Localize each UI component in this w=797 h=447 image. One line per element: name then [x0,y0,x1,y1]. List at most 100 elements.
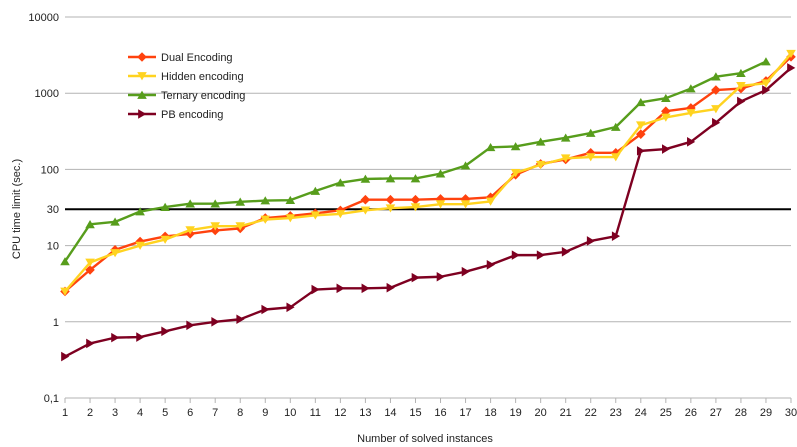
data-point [762,85,771,95]
data-point [136,332,145,342]
data-point [460,200,471,209]
data-point [561,246,571,257]
data-point [661,113,671,122]
data-point [410,203,421,212]
x-tick-label: 16 [434,407,446,419]
data-point [137,90,147,99]
data-point [560,133,571,142]
data-point [285,195,296,204]
x-tick-label: 1 [62,407,68,419]
data-point [686,109,696,118]
data-point [185,226,195,235]
data-point [585,148,596,158]
data-point [786,49,796,59]
legend-label: Dual Encoding [161,52,233,64]
x-tick-label: 4 [137,407,143,419]
data-point [260,196,271,205]
data-point [736,68,746,78]
data-point [310,186,321,195]
data-point [235,197,246,206]
x-tick-label: 28 [735,407,747,419]
data-point [460,194,471,204]
data-point [111,332,120,343]
data-point [360,206,371,215]
x-tick-label: 15 [409,407,421,419]
data-point [186,320,195,331]
data-point [261,304,270,315]
legend-item: Ternary encoding [128,90,245,102]
x-tick-label: 7 [212,407,218,419]
data-point [336,283,345,294]
data-point [435,194,446,204]
y-tick-label: 30 [47,204,59,216]
data-point [86,338,95,349]
data-point [286,302,295,313]
data-point [435,169,446,178]
y-tick-label: 0,1 [44,393,59,405]
data-point [311,284,320,295]
y-axis-label: CPU time limit (sec.) [11,159,23,259]
data-point [635,129,646,139]
data-point [411,272,420,283]
y-tick-label: 100 [41,164,59,176]
data-point [385,174,396,183]
data-point [137,52,147,62]
data-point [510,169,521,178]
data-point [85,265,95,275]
data-point [61,351,70,362]
data-point [511,250,520,260]
data-point [310,211,321,220]
data-point [160,202,170,211]
data-point [386,282,395,293]
data-point [161,326,170,337]
legend-item: PB encoding [128,109,223,121]
data-point [510,142,521,151]
x-tick-label: 21 [560,407,572,419]
legend: Dual Encoding Hidden encoding Ternary enco… [128,52,245,121]
series-line [64,52,792,293]
data-point [661,93,671,103]
data-point [611,231,621,241]
data-point [385,204,396,213]
x-tick-label: 25 [660,407,672,419]
data-point [60,257,70,266]
data-point [761,57,771,66]
x-tick-label: 9 [262,407,268,419]
x-tick-label: 6 [187,407,193,419]
data-point [711,105,721,114]
x-tick-label: 13 [359,407,371,419]
data-point [236,314,245,325]
data-point [737,96,746,107]
data-point [560,154,571,163]
x-tick-label: 19 [509,407,521,419]
data-point [686,103,696,113]
data-point [460,161,471,170]
data-point [585,128,596,137]
data-point [711,72,721,81]
series-group [60,49,796,362]
legend-label: Hidden encoding [161,71,244,83]
x-tick-label: 10 [284,407,296,419]
data-point [137,72,147,81]
data-point [636,146,646,156]
data-point [435,200,446,209]
legend-item: Dual Encoding [128,52,233,64]
data-point [686,84,696,93]
x-tick-label: 27 [710,407,722,419]
y-tick-label: 1000 [35,88,59,100]
data-point [110,217,120,226]
data-point [335,210,346,219]
data-point [485,192,496,203]
x-tick-label: 8 [237,407,243,419]
data-point [361,283,370,294]
data-point [135,207,145,216]
data-point [436,271,445,282]
data-point [585,153,596,162]
x-tick-label: 22 [585,407,597,419]
data-point [687,137,696,147]
data-point [335,178,346,187]
x-tick-label: 12 [334,407,346,419]
data-point [410,194,421,205]
data-point [235,222,246,231]
